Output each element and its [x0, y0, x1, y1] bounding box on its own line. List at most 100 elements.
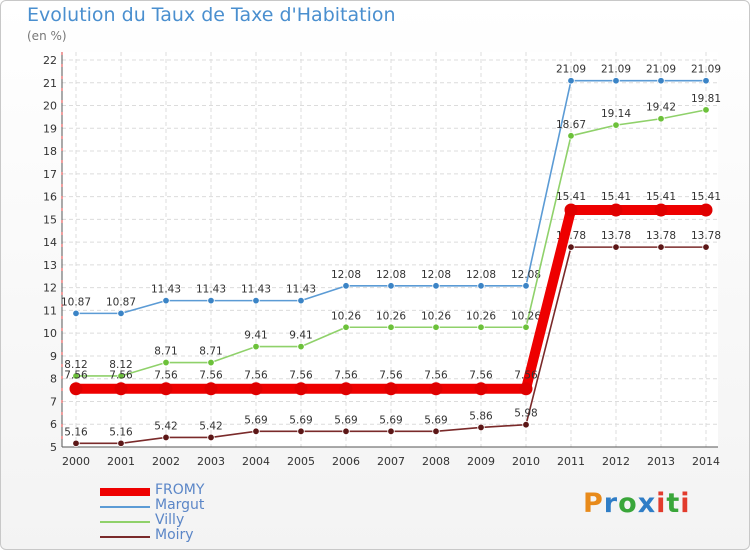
data-point-fromy — [69, 382, 83, 396]
data-point-villy — [477, 323, 485, 331]
data-point-villy — [297, 342, 305, 351]
legend-swatch — [100, 506, 150, 508]
data-point-moiry — [297, 427, 305, 435]
logo-letter: P — [583, 488, 604, 519]
y-tick-label: 11 — [43, 304, 57, 317]
data-point-villy — [702, 106, 710, 114]
data-point-moiry — [657, 243, 665, 251]
data-point-villy — [252, 342, 260, 351]
data-point-margut — [252, 296, 260, 305]
y-tick-label: 16 — [43, 191, 57, 204]
y-tick-label: 19 — [43, 122, 57, 135]
y-tick-label: 10 — [43, 327, 57, 340]
y-tick-label: 7 — [50, 395, 57, 408]
data-label-margut: 12.08 — [376, 269, 406, 281]
data-label-fromy: 7.56 — [469, 370, 493, 382]
data-label-margut: 11.43 — [151, 284, 181, 296]
data-label-moiry: 13.78 — [646, 230, 676, 242]
data-label-moiry: 5.42 — [154, 420, 177, 432]
legend-item-villy: Villy — [100, 512, 300, 529]
data-label-villy: 8.71 — [199, 346, 222, 358]
proxiti-logo: Proxiti — [583, 488, 691, 519]
data-point-fromy — [339, 382, 353, 396]
data-point-moiry — [612, 243, 620, 251]
data-point-margut — [387, 282, 395, 290]
data-label-fromy: 7.56 — [514, 370, 538, 382]
data-label-villy: 18.67 — [556, 119, 586, 131]
data-label-villy: 8.12 — [109, 359, 132, 371]
y-tick-label: 13 — [43, 259, 57, 272]
y-tick-label: 21 — [43, 77, 57, 90]
x-tick-label: 2009 — [467, 455, 495, 468]
logo-letter: o — [618, 488, 638, 519]
x-tick-label: 2000 — [62, 455, 90, 468]
data-point-villy — [117, 372, 125, 380]
data-point-margut — [342, 282, 350, 290]
data-label-margut: 21.09 — [601, 64, 631, 76]
data-point-margut — [72, 309, 80, 318]
x-tick-label: 2010 — [512, 455, 540, 468]
data-point-fromy — [294, 382, 308, 396]
logo-letter: x — [637, 488, 657, 519]
legend-label: FROMY — [155, 482, 205, 498]
data-point-fromy — [609, 203, 623, 217]
data-point-fromy — [564, 203, 578, 217]
legend-label: Villy — [155, 512, 185, 528]
data-point-moiry — [342, 427, 350, 435]
data-point-margut — [657, 77, 665, 85]
data-label-margut: 10.87 — [106, 296, 136, 308]
y-tick-label: 15 — [43, 213, 57, 226]
data-point-margut — [612, 77, 620, 85]
data-label-villy: 19.42 — [646, 102, 676, 114]
data-label-moiry: 5.69 — [424, 414, 447, 426]
data-point-margut — [207, 296, 215, 305]
data-point-moiry — [387, 427, 395, 435]
data-point-margut — [162, 296, 170, 305]
data-label-moiry: 5.16 — [64, 426, 88, 438]
data-label-margut: 10.87 — [61, 296, 91, 308]
chart-subtitle: (en %) — [27, 29, 67, 43]
x-tick-label: 2005 — [287, 455, 315, 468]
y-tick-label: 18 — [43, 145, 57, 158]
data-point-villy — [522, 323, 530, 331]
logo-letter: r — [603, 488, 619, 519]
legend-swatch — [100, 488, 150, 496]
data-label-moiry: 13.78 — [691, 230, 721, 242]
data-point-villy — [612, 121, 620, 129]
data-point-fromy — [429, 382, 443, 396]
data-point-fromy — [654, 203, 668, 217]
data-label-fromy: 7.56 — [154, 370, 178, 382]
y-tick-label: 22 — [43, 54, 57, 67]
data-label-villy: 10.26 — [376, 310, 406, 322]
data-point-fromy — [699, 203, 713, 217]
data-point-moiry — [72, 439, 80, 448]
x-tick-label: 2008 — [422, 455, 450, 468]
data-point-villy — [72, 372, 80, 380]
data-label-margut: 12.08 — [331, 269, 361, 281]
data-label-fromy: 7.56 — [334, 370, 358, 382]
logo-letter: t — [666, 488, 681, 519]
data-label-villy: 8.71 — [154, 346, 177, 358]
data-label-villy: 19.14 — [601, 108, 631, 120]
data-label-moiry: 5.69 — [379, 414, 402, 426]
data-label-moiry: 5.42 — [199, 420, 222, 432]
data-point-margut — [522, 282, 530, 290]
data-label-fromy: 7.56 — [64, 370, 88, 382]
data-point-fromy — [474, 382, 488, 396]
data-label-margut: 11.43 — [286, 284, 316, 296]
y-tick-label: 9 — [50, 350, 57, 363]
data-label-margut: 12.08 — [421, 269, 451, 281]
data-label-fromy: 7.56 — [199, 370, 223, 382]
data-label-villy: 9.41 — [244, 330, 267, 342]
data-label-villy: 10.26 — [421, 310, 451, 322]
legend-item-margut: Margut — [100, 497, 300, 514]
x-tick-label: 2001 — [107, 455, 135, 468]
data-point-villy — [432, 323, 440, 331]
data-label-fromy: 15.41 — [556, 191, 586, 203]
data-point-villy — [567, 132, 575, 140]
legend-swatch — [100, 536, 150, 538]
x-tick-label: 2004 — [242, 455, 270, 468]
data-label-moiry: 5.69 — [289, 414, 312, 426]
x-tick-label: 2002 — [152, 455, 180, 468]
